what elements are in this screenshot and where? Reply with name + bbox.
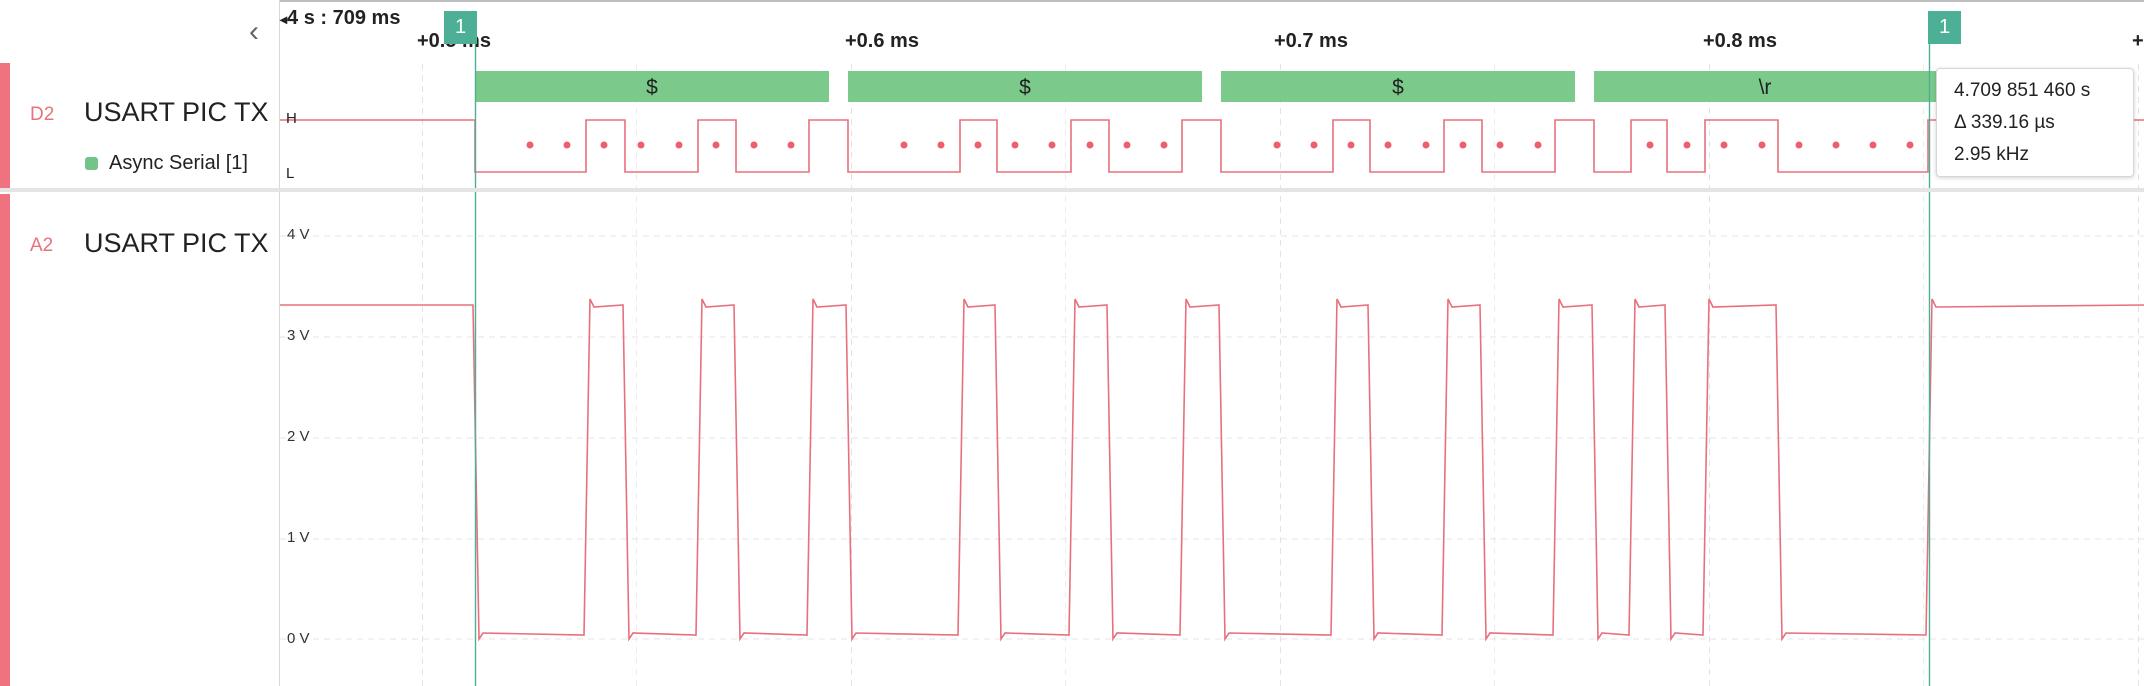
frame-box [848,71,1202,102]
collapse-panel-button[interactable]: ‹ [240,16,268,48]
sample-dot [1347,141,1355,149]
tick-label: +0.7 ms [1274,30,1348,52]
analog-channel-name[interactable]: USART PIC TX [84,228,269,258]
low-level-label: L [286,165,295,182]
sample-dot [1310,141,1318,149]
bit-sample-dots [526,141,1914,149]
square-icon [85,157,98,170]
absolute-time-label: ◂4 s : 709 ms [280,7,401,29]
sample-dot [712,141,720,149]
analog-channel-id: A2 [30,235,54,256]
digital-channel-name[interactable]: USART PIC TX [84,97,269,127]
marker-flag[interactable]: 1 [1928,11,1961,44]
frame-label: $ [1019,76,1031,99]
channel-panel: ‹ D2 USART PIC TX Async Serial [1] A2 US… [0,0,280,686]
measurement-delta: Δ 339.16 µs [1954,112,2055,133]
sample-dot [1646,141,1654,149]
frame-label: $ [646,76,658,99]
sample-dot [563,141,571,149]
digital-waveform [280,119,2144,173]
sample-dot [1459,141,1467,149]
sample-dot [1720,141,1728,149]
sample-dot [750,141,758,149]
cursor-lines[interactable] [474,44,1931,686]
sample-dot [1086,141,1094,149]
sample-dot [974,141,982,149]
sample-dot [600,141,608,149]
channel-separator[interactable] [0,188,2144,192]
frame-box [475,71,829,102]
sample-dot [900,141,908,149]
measurement-frequency: 2.95 kHz [1954,144,2029,165]
sample-dot [1011,141,1019,149]
analyzer-label[interactable]: Async Serial [1] [109,152,248,174]
sample-dot [1534,141,1542,149]
tick-label: + [2132,30,2144,52]
frame-box [1221,71,1575,102]
sample-dot [526,141,534,149]
sample-dot [1422,141,1430,149]
analog-waveform [280,298,2144,642]
digital-channel-id: D2 [30,104,55,125]
sample-dot [1758,141,1766,149]
top-border [0,0,2144,2]
measurement-tooltip: 4.709 851 460 s Δ 339.16 µs 2.95 kHz [1936,68,2134,177]
sample-dot [675,141,683,149]
grid-lines [279,64,2144,686]
voltage-label: 1 V [287,529,310,546]
sample-dot [1869,141,1877,149]
voltage-label: 3 V [287,327,310,344]
sample-dot [1832,141,1840,149]
analog-trace [280,298,2144,642]
voltage-label: 4 V [287,226,310,243]
triangle-left-icon: ◂ [280,11,288,27]
sample-dot [1160,141,1168,149]
frame-label: $ [1392,76,1404,99]
measurement-time: 4.709 851 460 s [1954,80,2091,101]
sample-dot [637,141,645,149]
analog-channel-color-bar [0,194,10,686]
tick-label: +0.8 ms [1703,30,1777,52]
marker-flag[interactable]: 1 [444,11,477,44]
decoded-frames[interactable]: $ $ $ \r [475,71,1936,102]
digital-trace [280,119,2144,173]
sample-dot [1906,141,1914,149]
sample-dot [1683,141,1691,149]
sample-dot [1795,141,1803,149]
digital-channel-color-bar [0,63,10,188]
sample-dot [1273,141,1281,149]
frame-box [1594,71,1936,102]
sample-dot [1123,141,1131,149]
voltage-label: 2 V [287,428,310,445]
sample-dot [787,141,795,149]
sample-dot [1496,141,1504,149]
sample-dot [1048,141,1056,149]
high-level-label: H [286,110,297,127]
chevron-left-icon: ‹ [249,15,259,48]
tick-label: +0.6 ms [845,30,919,52]
sample-dot [1384,141,1392,149]
voltage-label: 0 V [287,630,310,647]
frame-label: \r [1759,76,1772,99]
sample-dot [937,141,945,149]
